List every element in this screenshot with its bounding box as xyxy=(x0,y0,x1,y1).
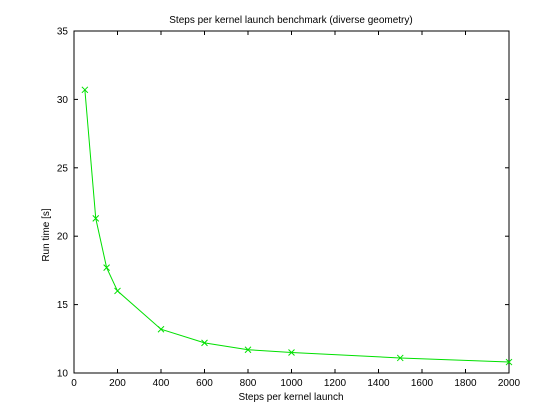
data-point-marker xyxy=(103,264,110,272)
data-point-marker xyxy=(244,346,252,354)
data-point-marker xyxy=(92,215,100,222)
x-tick-label: 1800 xyxy=(454,378,477,389)
data-point-marker xyxy=(157,325,165,333)
plot-area: 0 200 400 600 800 1000 1200 1400 1600 1800 2000 10… xyxy=(57,27,521,390)
y-axis-label: Run time [s] xyxy=(41,208,52,262)
x-axis-label: Steps per kernel launch xyxy=(238,392,343,403)
data-point-marker xyxy=(288,349,295,356)
x-tick-label: 1000 xyxy=(280,378,303,389)
series-layer xyxy=(81,86,513,366)
x-tick-label: 1400 xyxy=(367,378,390,389)
y-tick-label: 25 xyxy=(57,163,69,174)
data-point-marker xyxy=(201,339,208,347)
y-tick-label: 15 xyxy=(57,300,69,311)
x-tick-label: 1200 xyxy=(324,378,347,389)
x-tick-label: 2000 xyxy=(498,378,521,389)
x-axis-ticks: 0 200 400 600 800 1000 1200 1400 1600 1800 2000 xyxy=(71,31,521,389)
x-tick-label: 800 xyxy=(240,378,257,389)
data-point-marker xyxy=(114,287,121,295)
x-tick-label: 1600 xyxy=(411,378,434,389)
x-tick-label: 600 xyxy=(196,378,213,389)
x-tick-label: 0 xyxy=(71,378,77,389)
data-point-marker xyxy=(396,354,404,362)
series-line xyxy=(84,89,510,363)
x-tick-label: 200 xyxy=(109,378,126,389)
data-point-marker xyxy=(505,358,513,366)
y-tick-label: 10 xyxy=(57,369,69,380)
y-tick-label: 20 xyxy=(57,232,69,243)
y-tick-label: 30 xyxy=(57,95,69,106)
x-tick-label: 400 xyxy=(153,378,170,389)
data-point-marker xyxy=(81,86,89,94)
chart-title: Steps per kernel launch benchmark (diver… xyxy=(169,15,412,26)
y-axis-ticks: 10 15 20 25 30 35 xyxy=(57,27,509,380)
y-tick-label: 35 xyxy=(57,27,69,38)
